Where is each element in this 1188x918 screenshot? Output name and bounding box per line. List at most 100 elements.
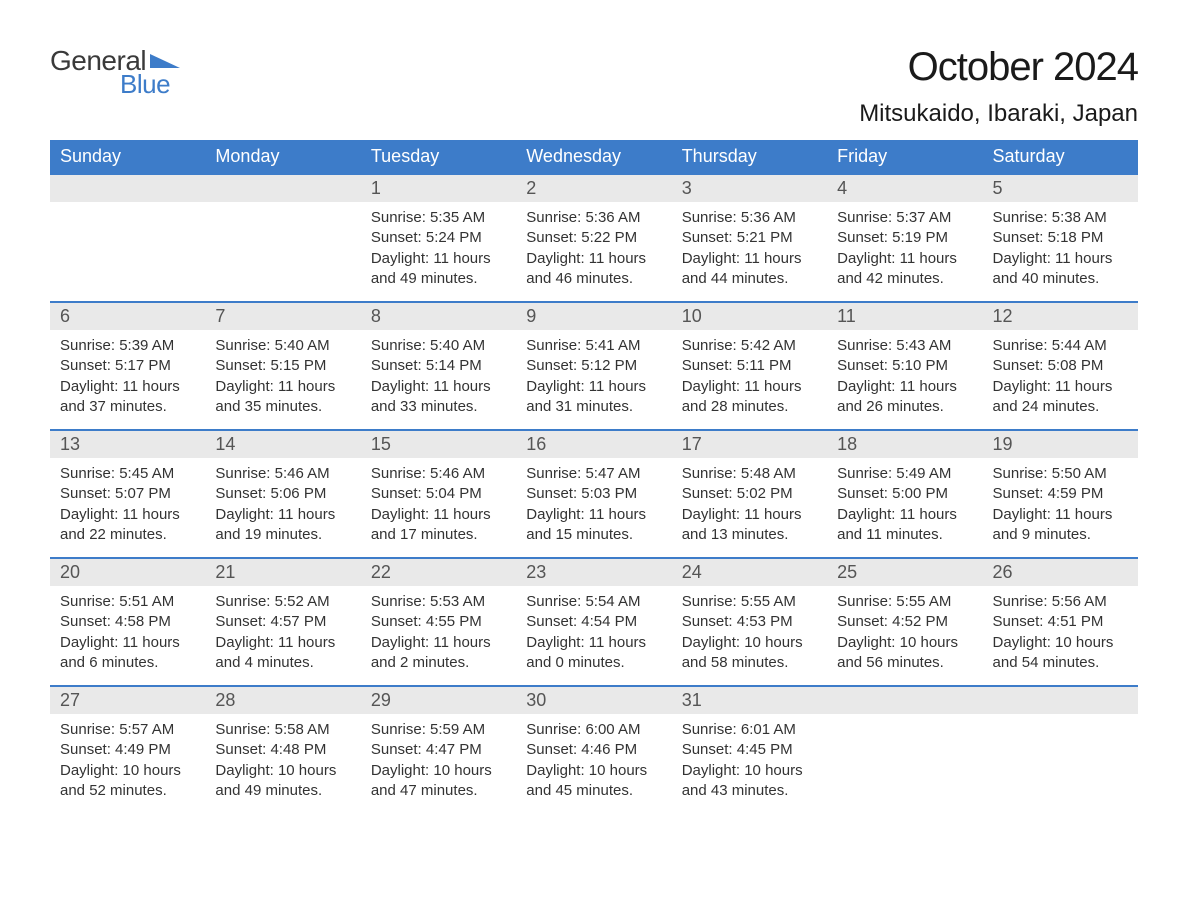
sunrise-line: Sunrise: 5:40 AM	[371, 336, 506, 356]
calendar-day-cell: .	[983, 686, 1138, 814]
sunset-line: Sunset: 4:59 PM	[993, 484, 1128, 504]
day-content: Sunrise: 6:00 AMSunset: 4:46 PMDaylight:…	[516, 714, 671, 813]
daylight-line-2: and 4 minutes.	[215, 653, 350, 673]
sunrise-line: Sunrise: 5:38 AM	[993, 208, 1128, 228]
day-content: Sunrise: 5:35 AMSunset: 5:24 PMDaylight:…	[361, 202, 516, 301]
daylight-line-1: Daylight: 11 hours	[837, 249, 972, 269]
daylight-line-1: Daylight: 10 hours	[993, 633, 1128, 653]
day-content: Sunrise: 5:36 AMSunset: 5:21 PMDaylight:…	[672, 202, 827, 301]
location: Mitsukaido, Ibaraki, Japan	[859, 100, 1138, 128]
sunset-line: Sunset: 5:14 PM	[371, 356, 506, 376]
day-content: Sunrise: 5:50 AMSunset: 4:59 PMDaylight:…	[983, 458, 1138, 557]
day-number: 24	[672, 559, 827, 586]
logo-flag-icon	[150, 50, 180, 70]
day-number: 26	[983, 559, 1138, 586]
sunset-line: Sunset: 5:07 PM	[60, 484, 195, 504]
logo-blue-text: Blue	[120, 69, 170, 100]
day-content: Sunrise: 5:37 AMSunset: 5:19 PMDaylight:…	[827, 202, 982, 301]
sunset-line: Sunset: 4:49 PM	[60, 740, 195, 760]
daylight-line-2: and 37 minutes.	[60, 397, 195, 417]
sunset-line: Sunset: 4:48 PM	[215, 740, 350, 760]
day-content: Sunrise: 5:52 AMSunset: 4:57 PMDaylight:…	[205, 586, 360, 685]
calendar-day-cell: 6Sunrise: 5:39 AMSunset: 5:17 PMDaylight…	[50, 302, 205, 430]
calendar-day-cell: 9Sunrise: 5:41 AMSunset: 5:12 PMDaylight…	[516, 302, 671, 430]
sunrise-line: Sunrise: 5:47 AM	[526, 464, 661, 484]
sunrise-line: Sunrise: 5:54 AM	[526, 592, 661, 612]
calendar-day-cell: 20Sunrise: 5:51 AMSunset: 4:58 PMDayligh…	[50, 558, 205, 686]
calendar-week-row: ..1Sunrise: 5:35 AMSunset: 5:24 PMDaylig…	[50, 174, 1138, 302]
day-number: 30	[516, 687, 671, 714]
daylight-line-1: Daylight: 11 hours	[526, 249, 661, 269]
day-number: 7	[205, 303, 360, 330]
sunrise-line: Sunrise: 5:52 AM	[215, 592, 350, 612]
day-content: Sunrise: 5:54 AMSunset: 4:54 PMDaylight:…	[516, 586, 671, 685]
day-content: Sunrise: 5:44 AMSunset: 5:08 PMDaylight:…	[983, 330, 1138, 429]
day-number: 3	[672, 175, 827, 202]
calendar-day-cell: 4Sunrise: 5:37 AMSunset: 5:19 PMDaylight…	[827, 174, 982, 302]
day-content: Sunrise: 5:40 AMSunset: 5:14 PMDaylight:…	[361, 330, 516, 429]
calendar-day-cell: 13Sunrise: 5:45 AMSunset: 5:07 PMDayligh…	[50, 430, 205, 558]
sunset-line: Sunset: 5:08 PM	[993, 356, 1128, 376]
daylight-line-1: Daylight: 11 hours	[371, 505, 506, 525]
day-content: Sunrise: 5:56 AMSunset: 4:51 PMDaylight:…	[983, 586, 1138, 685]
day-number: 16	[516, 431, 671, 458]
calendar-day-cell: 19Sunrise: 5:50 AMSunset: 4:59 PMDayligh…	[983, 430, 1138, 558]
weekday-header: Tuesday	[361, 140, 516, 174]
day-number: 29	[361, 687, 516, 714]
sunrise-line: Sunrise: 5:55 AM	[837, 592, 972, 612]
daylight-line-2: and 46 minutes.	[526, 269, 661, 289]
calendar-day-cell: 25Sunrise: 5:55 AMSunset: 4:52 PMDayligh…	[827, 558, 982, 686]
sunrise-line: Sunrise: 5:39 AM	[60, 336, 195, 356]
daylight-line-2: and 43 minutes.	[682, 781, 817, 801]
calendar-day-cell: 30Sunrise: 6:00 AMSunset: 4:46 PMDayligh…	[516, 686, 671, 814]
day-content: Sunrise: 5:36 AMSunset: 5:22 PMDaylight:…	[516, 202, 671, 301]
sunset-line: Sunset: 4:58 PM	[60, 612, 195, 632]
calendar-day-cell: 3Sunrise: 5:36 AMSunset: 5:21 PMDaylight…	[672, 174, 827, 302]
daylight-line-1: Daylight: 11 hours	[215, 633, 350, 653]
daylight-line-1: Daylight: 11 hours	[993, 377, 1128, 397]
day-content: Sunrise: 5:45 AMSunset: 5:07 PMDaylight:…	[50, 458, 205, 557]
daylight-line-1: Daylight: 10 hours	[60, 761, 195, 781]
daylight-line-1: Daylight: 11 hours	[993, 505, 1128, 525]
daylight-line-1: Daylight: 11 hours	[60, 377, 195, 397]
day-number: 28	[205, 687, 360, 714]
sunset-line: Sunset: 5:12 PM	[526, 356, 661, 376]
daylight-line-2: and 6 minutes.	[60, 653, 195, 673]
daylight-line-1: Daylight: 11 hours	[837, 505, 972, 525]
title-block: October 2024 Mitsukaido, Ibaraki, Japan	[859, 45, 1138, 128]
daylight-line-2: and 56 minutes.	[837, 653, 972, 673]
daylight-line-1: Daylight: 11 hours	[682, 505, 817, 525]
sunset-line: Sunset: 4:57 PM	[215, 612, 350, 632]
daylight-line-2: and 19 minutes.	[215, 525, 350, 545]
calendar-week-row: 13Sunrise: 5:45 AMSunset: 5:07 PMDayligh…	[50, 430, 1138, 558]
sunset-line: Sunset: 4:51 PM	[993, 612, 1128, 632]
day-number: 31	[672, 687, 827, 714]
sunrise-line: Sunrise: 5:35 AM	[371, 208, 506, 228]
daylight-line-2: and 44 minutes.	[682, 269, 817, 289]
sunset-line: Sunset: 5:04 PM	[371, 484, 506, 504]
calendar-day-cell: 16Sunrise: 5:47 AMSunset: 5:03 PMDayligh…	[516, 430, 671, 558]
sunrise-line: Sunrise: 6:00 AM	[526, 720, 661, 740]
calendar-day-cell: 8Sunrise: 5:40 AMSunset: 5:14 PMDaylight…	[361, 302, 516, 430]
calendar-day-cell: 24Sunrise: 5:55 AMSunset: 4:53 PMDayligh…	[672, 558, 827, 686]
calendar-day-cell: 22Sunrise: 5:53 AMSunset: 4:55 PMDayligh…	[361, 558, 516, 686]
day-content: Sunrise: 5:38 AMSunset: 5:18 PMDaylight:…	[983, 202, 1138, 301]
daylight-line-1: Daylight: 10 hours	[682, 633, 817, 653]
calendar-day-cell: 17Sunrise: 5:48 AMSunset: 5:02 PMDayligh…	[672, 430, 827, 558]
daylight-line-2: and 31 minutes.	[526, 397, 661, 417]
daylight-line-1: Daylight: 11 hours	[526, 377, 661, 397]
sunrise-line: Sunrise: 5:48 AM	[682, 464, 817, 484]
day-number: 14	[205, 431, 360, 458]
daylight-line-2: and 52 minutes.	[60, 781, 195, 801]
day-content: Sunrise: 5:59 AMSunset: 4:47 PMDaylight:…	[361, 714, 516, 813]
calendar-day-cell: 2Sunrise: 5:36 AMSunset: 5:22 PMDaylight…	[516, 174, 671, 302]
calendar-week-row: 6Sunrise: 5:39 AMSunset: 5:17 PMDaylight…	[50, 302, 1138, 430]
calendar-table: SundayMondayTuesdayWednesdayThursdayFrid…	[50, 140, 1138, 814]
calendar-day-cell: 7Sunrise: 5:40 AMSunset: 5:15 PMDaylight…	[205, 302, 360, 430]
day-content: Sunrise: 5:49 AMSunset: 5:00 PMDaylight:…	[827, 458, 982, 557]
sunset-line: Sunset: 5:00 PM	[837, 484, 972, 504]
calendar-day-cell: 5Sunrise: 5:38 AMSunset: 5:18 PMDaylight…	[983, 174, 1138, 302]
weekday-header-row: SundayMondayTuesdayWednesdayThursdayFrid…	[50, 140, 1138, 174]
sunset-line: Sunset: 4:52 PM	[837, 612, 972, 632]
daylight-line-1: Daylight: 11 hours	[526, 505, 661, 525]
